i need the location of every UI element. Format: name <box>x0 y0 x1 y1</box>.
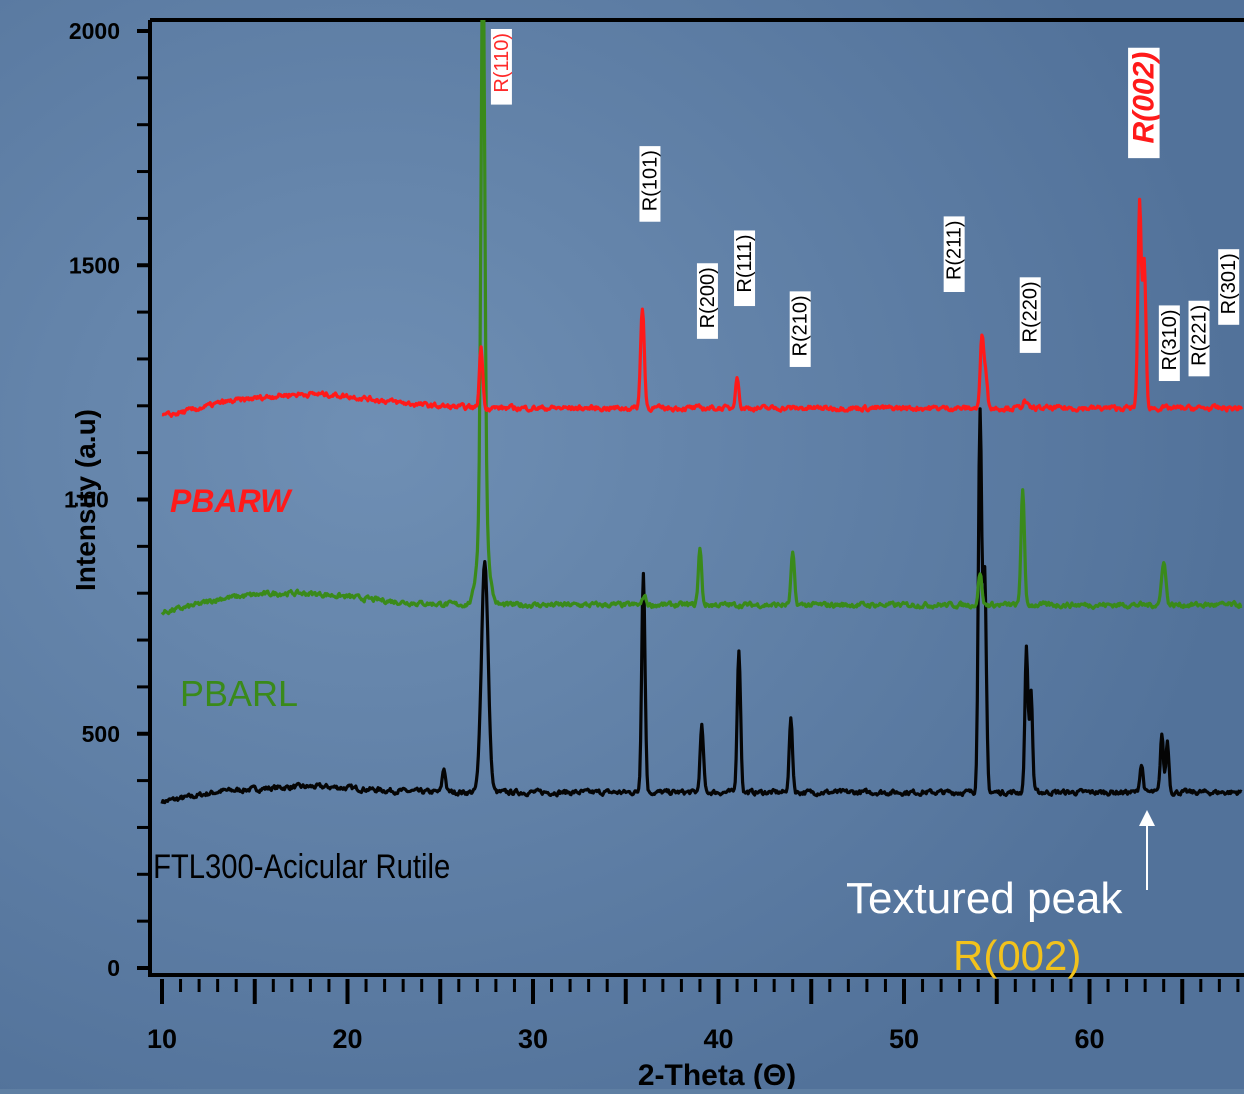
x-tick-label: 50 <box>889 1024 919 1054</box>
peak-label-box <box>1019 277 1041 353</box>
peak-label-box <box>490 29 512 105</box>
peak-label: R(220) <box>1019 277 1042 353</box>
y-axis-title: Intensity (a.u) <box>70 409 101 591</box>
x-tick-label: 60 <box>1074 1024 1104 1054</box>
annotation-arrow-head <box>1139 810 1156 826</box>
series-label: PBARW <box>170 483 293 519</box>
peak-label-text: R(210) <box>790 295 812 356</box>
series-line-ftl300-acicular-rutile <box>160 407 1243 805</box>
peak-label: R(200) <box>696 263 719 339</box>
peak-label-text: R(301) <box>1218 253 1240 314</box>
peak-label-text: R(310) <box>1159 309 1181 370</box>
peak-label: R(101) <box>639 146 661 222</box>
peak-label-box <box>639 146 661 222</box>
peak-label-text: R(111) <box>734 234 756 292</box>
peak-label: R(221) <box>1188 300 1211 377</box>
x-tick-label: 20 <box>332 1024 362 1054</box>
peak-label: R(111) <box>734 230 756 307</box>
peak-label-box <box>1158 305 1180 382</box>
series-line-pbarw <box>161 197 1244 418</box>
peak-label-text: R(220) <box>1020 281 1042 342</box>
peak-label-text: R(221) <box>1189 305 1211 366</box>
peak-label: R(002) <box>1128 47 1161 159</box>
peak-label-box <box>1218 249 1240 325</box>
x-tick-label: 10 <box>147 1024 177 1054</box>
peak-label: R(110) <box>490 29 513 105</box>
x-axis-title: 2-Theta (Θ) <box>638 1059 796 1089</box>
x-tick-label: 40 <box>703 1024 733 1054</box>
annotation-subtext: R(002) <box>953 932 1081 979</box>
series-label: FTL300-Acicular Rutile <box>153 847 450 886</box>
annotations-group: PBARW PBARL FTL300-Acicular Rutile Textured… <box>153 483 1156 979</box>
peak-label-box <box>696 263 718 339</box>
peak-label-text: R(200) <box>697 267 719 328</box>
y-tick-label: 1500 <box>69 252 120 278</box>
peak-label: R(210) <box>789 291 812 367</box>
annotation-text: Textured peak <box>846 874 1123 923</box>
peak-label-box <box>943 216 965 292</box>
peak-label-text: R(002) <box>1128 52 1161 144</box>
peak-label-box <box>1128 47 1160 159</box>
peak-label-text: R(211) <box>944 220 966 280</box>
series-group <box>160 20 1244 805</box>
series-label: PBARL <box>180 673 298 714</box>
y-tick-label: 2000 <box>69 18 120 44</box>
peak-label: R(211) <box>943 216 966 292</box>
x-tick-label: 30 <box>518 1024 548 1054</box>
peak-label-box <box>1188 300 1210 377</box>
y-tick-label: 500 <box>82 721 120 747</box>
axes-group: 0 500 1500 2000 1 00 10 20 30 40 50 60 2-Theta (Θ) I… <box>64 18 1244 1092</box>
peak-label: R(310) <box>1158 305 1181 382</box>
peak-label-box <box>734 230 756 307</box>
y-tick-label: 0 <box>107 955 120 981</box>
y-tick-label: 1 00 <box>64 487 109 513</box>
peak-label-box <box>789 291 811 367</box>
peak-label-text: R(110) <box>491 33 513 93</box>
peak-labels-group: R(110) R(101) R(200) R(111) R(210) R(211) R(22… <box>490 29 1240 382</box>
peak-label: R(301) <box>1218 249 1240 325</box>
peak-label-text: R(101) <box>639 150 661 211</box>
series-line-pbarl <box>160 20 1243 616</box>
